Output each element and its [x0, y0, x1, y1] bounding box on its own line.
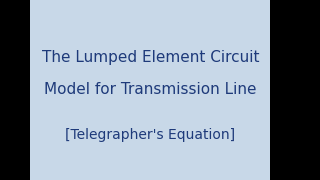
- Bar: [30, 0, 270, 180]
- Text: [Telegrapher's Equation]: [Telegrapher's Equation]: [65, 128, 236, 142]
- Text: Model for Transmission Line: Model for Transmission Line: [44, 82, 257, 98]
- Text: The Lumped Element Circuit: The Lumped Element Circuit: [42, 50, 259, 65]
